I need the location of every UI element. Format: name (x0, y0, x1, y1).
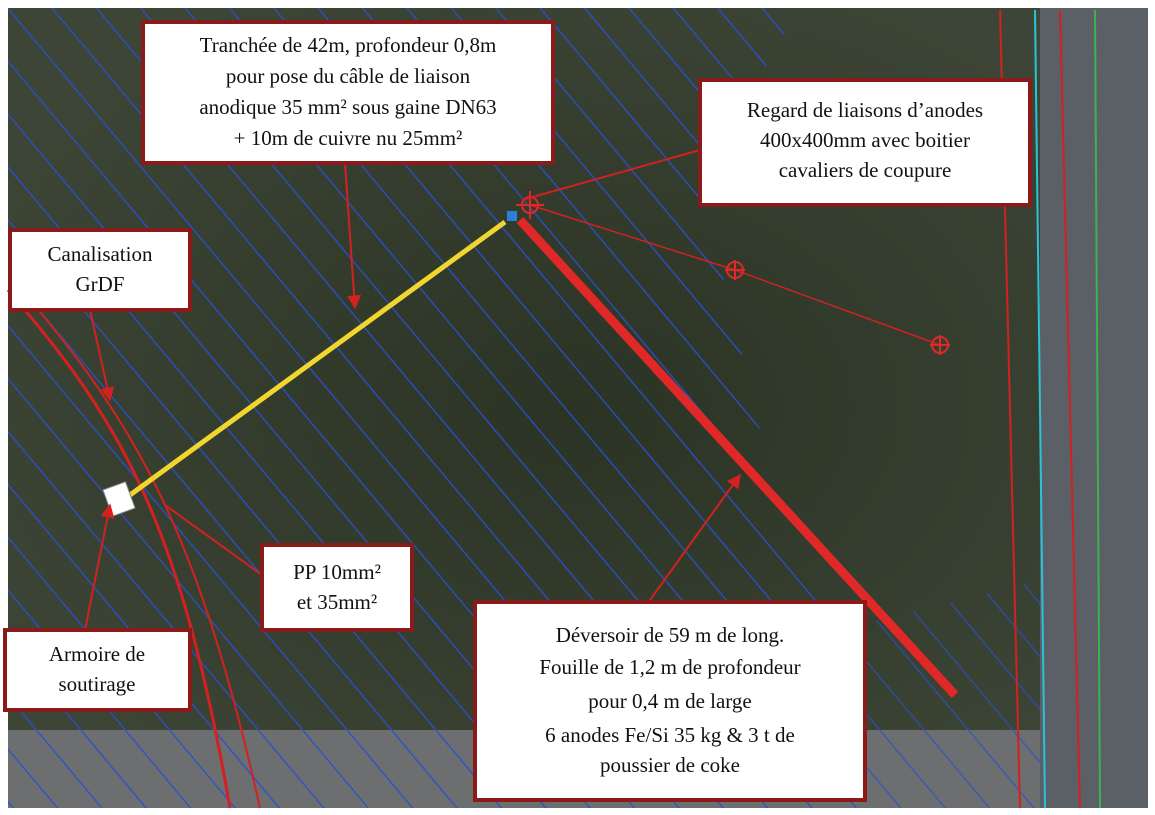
gas-pipe (6, 289, 232, 809)
callout-text: Canalisation (48, 242, 153, 266)
callout-text: 6 anodes Fe/Si 35 kg & 3 t de (545, 723, 795, 747)
callout-text: Fouille de 1,2 m de profondeur (539, 655, 800, 679)
road (1040, 8, 1148, 808)
inspection-box (507, 211, 517, 221)
anode-markers (516, 191, 950, 355)
callout-text: Déversoir de 59 m de long. (556, 623, 785, 647)
callout-text: PP 10mm² (293, 560, 381, 584)
callout-text: 400x400mm avec boitier (760, 128, 970, 152)
pointer (521, 149, 701, 201)
callout-text: pour pose du câble de liaison (226, 64, 471, 88)
callout-text: et 35mm² (297, 590, 377, 614)
pointer (89, 309, 115, 402)
pointer (344, 162, 362, 310)
callout: Armoire de soutirage (3, 628, 192, 712)
callout-text: poussier de coke (600, 753, 740, 777)
gas-pipe (29, 299, 261, 809)
pointer (649, 473, 741, 601)
pointer (84, 503, 115, 631)
callout-text: cavaliers de coupure (779, 158, 952, 182)
callout: Déversoir de 59 m de long. Fouille de 1,… (473, 600, 867, 802)
callout-text: Tranchée de 42m, profondeur 0,8m (200, 33, 497, 57)
callout-text: GrDF (75, 272, 124, 296)
callout-text: Armoire de (49, 642, 145, 666)
callout-text: soutirage (59, 672, 136, 696)
callout-text: anodique 35 mm² sous gaine DN63 (199, 95, 496, 119)
callout-text: + 10m de cuivre nu 25mm² (234, 126, 463, 150)
pointer (164, 504, 263, 576)
anode-bed (516, 216, 959, 699)
callout-text: pour 0,4 m de large (588, 689, 752, 713)
callout: Regard de liaisons d’anodes 400x400mm av… (698, 78, 1032, 207)
callout-text: Regard de liaisons d’anodes (747, 98, 983, 122)
network-line (1094, 9, 1101, 809)
callout: Tranchée de 42m, profondeur 0,8m pour po… (141, 20, 555, 165)
callout: PP 10mm² et 35mm² (260, 543, 414, 632)
anode-cable (128, 219, 507, 498)
network-line (1034, 9, 1046, 809)
callout: Canalisation GrDF (8, 228, 192, 312)
